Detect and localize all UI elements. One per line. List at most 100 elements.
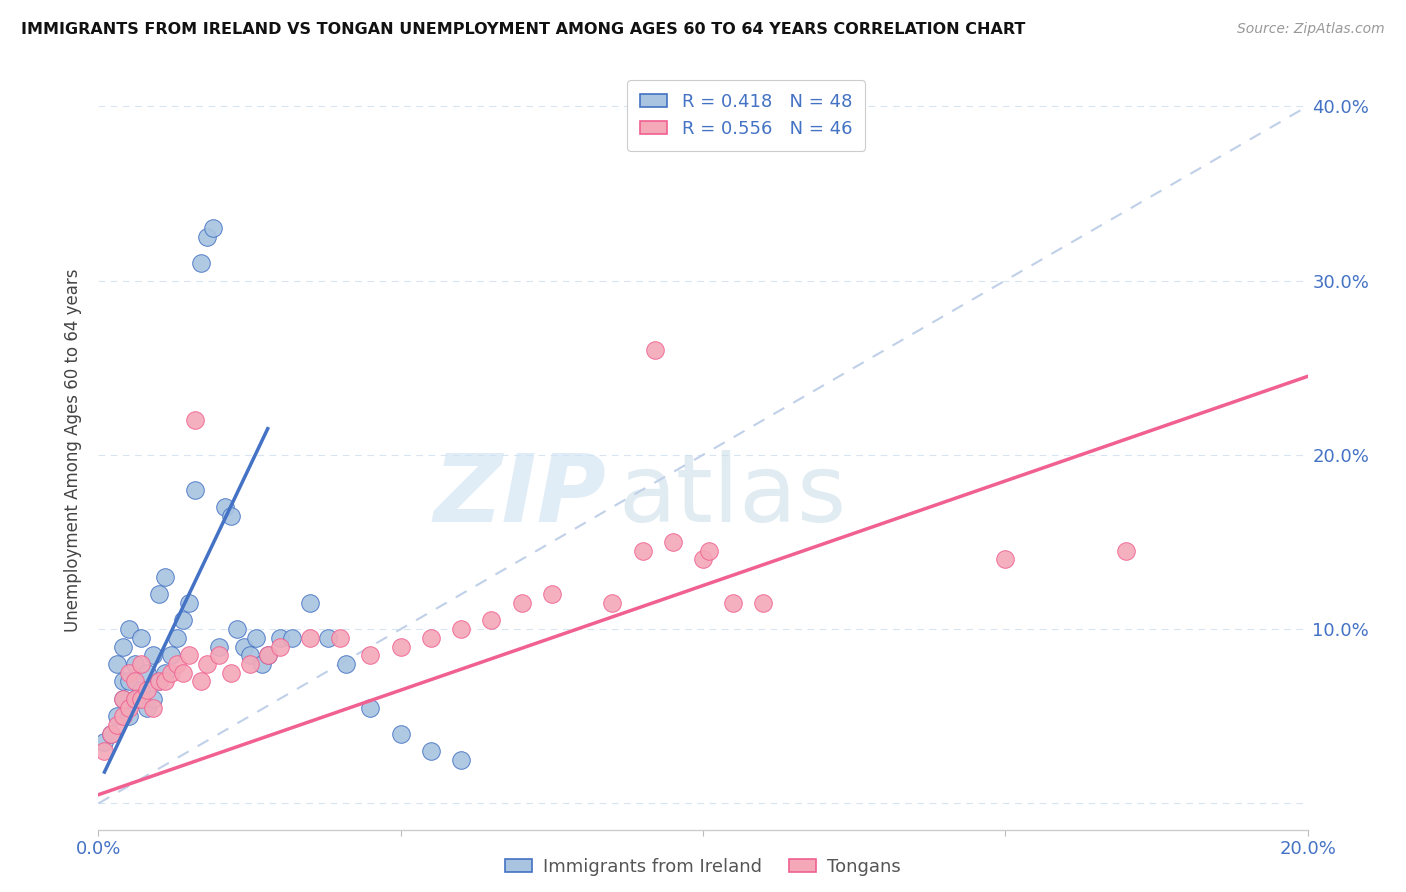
- Point: [142, 648, 165, 663]
- Point: [153, 674, 176, 689]
- Point: [420, 631, 443, 645]
- Point: [221, 665, 243, 680]
- Point: [148, 587, 170, 601]
- Point: [256, 648, 278, 663]
- Point: [118, 709, 141, 723]
- Point: [153, 665, 176, 680]
- Legend: Immigrants from Ireland, Tongans: Immigrants from Ireland, Tongans: [498, 851, 908, 883]
- Point: [166, 657, 188, 671]
- Point: [299, 631, 322, 645]
- Point: [118, 665, 141, 680]
- Point: [118, 622, 141, 636]
- Point: [129, 683, 152, 698]
- Point: [195, 657, 218, 671]
- Point: [105, 657, 128, 671]
- Point: [111, 640, 134, 654]
- Point: [631, 543, 654, 558]
- Point: [172, 665, 194, 680]
- Point: [190, 674, 212, 689]
- Point: [697, 543, 720, 558]
- Point: [299, 596, 322, 610]
- Point: [723, 596, 745, 610]
- Point: [184, 483, 207, 497]
- Point: [105, 718, 128, 732]
- Point: [208, 648, 231, 663]
- Point: [481, 614, 503, 628]
- Point: [124, 691, 146, 706]
- Point: [389, 727, 412, 741]
- Point: [540, 587, 562, 601]
- Point: [245, 631, 267, 645]
- Point: [269, 640, 291, 654]
- Point: [166, 631, 188, 645]
- Point: [142, 700, 165, 714]
- Legend: R = 0.418   N = 48, R = 0.556   N = 46: R = 0.418 N = 48, R = 0.556 N = 46: [627, 80, 865, 151]
- Point: [214, 500, 236, 515]
- Point: [111, 691, 134, 706]
- Point: [360, 700, 382, 714]
- Point: [135, 700, 157, 714]
- Point: [692, 552, 714, 566]
- Point: [153, 570, 176, 584]
- Point: [172, 614, 194, 628]
- Point: [195, 230, 218, 244]
- Point: [221, 508, 243, 523]
- Point: [269, 631, 291, 645]
- Point: [118, 674, 141, 689]
- Point: [389, 640, 412, 654]
- Text: Source: ZipAtlas.com: Source: ZipAtlas.com: [1237, 22, 1385, 37]
- Point: [208, 640, 231, 654]
- Point: [129, 631, 152, 645]
- Point: [105, 709, 128, 723]
- Y-axis label: Unemployment Among Ages 60 to 64 years: Unemployment Among Ages 60 to 64 years: [65, 268, 83, 632]
- Point: [329, 631, 352, 645]
- Point: [232, 640, 254, 654]
- Point: [148, 674, 170, 689]
- Point: [281, 631, 304, 645]
- Text: IMMIGRANTS FROM IRELAND VS TONGAN UNEMPLOYMENT AMONG AGES 60 TO 64 YEARS CORRELA: IMMIGRANTS FROM IRELAND VS TONGAN UNEMPL…: [21, 22, 1025, 37]
- Point: [129, 691, 152, 706]
- Point: [179, 648, 201, 663]
- Point: [93, 735, 115, 749]
- Point: [510, 596, 533, 610]
- Point: [661, 535, 683, 549]
- Point: [450, 753, 472, 767]
- Point: [256, 648, 278, 663]
- Point: [135, 683, 157, 698]
- Point: [118, 700, 141, 714]
- Point: [93, 744, 115, 758]
- Point: [135, 665, 157, 680]
- Point: [226, 622, 249, 636]
- Point: [360, 648, 382, 663]
- Point: [111, 674, 134, 689]
- Point: [184, 413, 207, 427]
- Point: [250, 657, 273, 671]
- Point: [124, 657, 146, 671]
- Point: [239, 648, 262, 663]
- Point: [124, 674, 146, 689]
- Point: [111, 691, 134, 706]
- Text: atlas: atlas: [619, 450, 846, 542]
- Point: [1115, 543, 1137, 558]
- Point: [111, 709, 134, 723]
- Point: [100, 727, 122, 741]
- Point: [335, 657, 357, 671]
- Point: [450, 622, 472, 636]
- Point: [202, 221, 225, 235]
- Point: [179, 596, 201, 610]
- Point: [602, 596, 624, 610]
- Point: [124, 691, 146, 706]
- Point: [644, 343, 666, 358]
- Point: [994, 552, 1017, 566]
- Text: ZIP: ZIP: [433, 450, 606, 542]
- Point: [100, 727, 122, 741]
- Point: [142, 691, 165, 706]
- Point: [148, 674, 170, 689]
- Point: [752, 596, 775, 610]
- Point: [190, 256, 212, 270]
- Point: [129, 657, 152, 671]
- Point: [160, 665, 183, 680]
- Point: [316, 631, 339, 645]
- Point: [160, 648, 183, 663]
- Point: [239, 657, 262, 671]
